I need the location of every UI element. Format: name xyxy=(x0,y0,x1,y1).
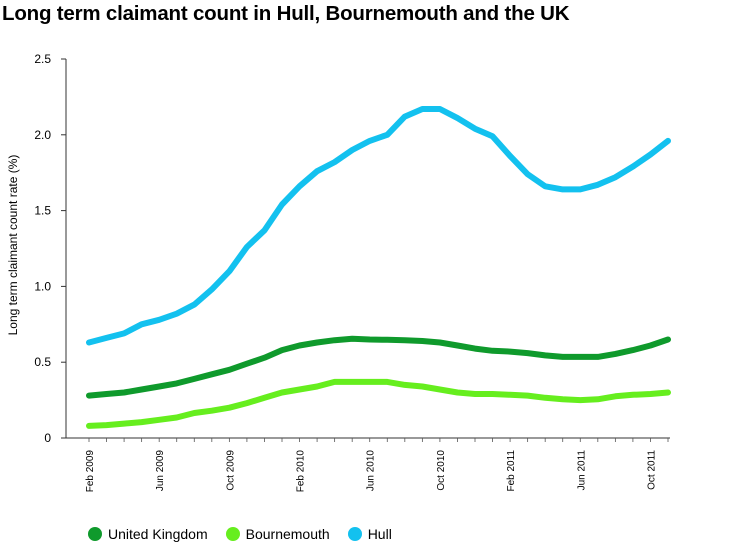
series-line-united-kingdom xyxy=(86,335,671,399)
legend-item-united-kingdom: United Kingdom xyxy=(88,526,208,542)
legend-swatch xyxy=(347,527,362,541)
x-tick-label: Oct 2009 xyxy=(225,450,236,491)
y-axis-label: Long term claimant count rate (%) xyxy=(6,155,20,336)
legend-swatch xyxy=(225,527,240,541)
x-tick-label: Feb 2010 xyxy=(296,450,307,493)
x-tick-label: Oct 2011 xyxy=(646,450,657,490)
x-tick-label: Jun 2011 xyxy=(576,450,587,491)
y-tick-label: 2.5 xyxy=(34,52,51,66)
legend-item-hull: Hull xyxy=(347,526,392,542)
y-tick-label: 0.5 xyxy=(34,355,51,369)
x-tick-label: Oct 2010 xyxy=(436,450,447,491)
x-tick-label: Feb 2009 xyxy=(85,450,96,493)
series-line-bournemouth xyxy=(86,378,671,429)
x-tick-label: Feb 2011 xyxy=(506,450,517,492)
legend: United Kingdom Bournemouth Hull xyxy=(88,526,410,542)
series-lines xyxy=(86,106,671,429)
y-tick-label: 1.5 xyxy=(34,204,51,218)
legend-item-bournemouth: Bournemouth xyxy=(225,526,330,542)
y-ticks: 0 0.5 1.0 1.5 2.0 2.5 xyxy=(34,52,66,445)
series-line-hull xyxy=(86,106,671,346)
chart-title: Long term claimant count in Hull, Bourne… xyxy=(2,2,570,25)
legend-swatch xyxy=(88,527,102,541)
legend-label: Bournemouth xyxy=(245,526,330,542)
x-tick-label: Jun 2010 xyxy=(366,450,377,492)
x-tick-label: Jun 2009 xyxy=(155,450,166,492)
legend-label: United Kingdom xyxy=(108,526,208,542)
y-tick-label: 1.0 xyxy=(34,279,51,293)
legend-label: Hull xyxy=(367,526,392,542)
x-ticks: Feb 2009 Jun 2009 Oct 2009 Feb 2010 Jun 2010… xyxy=(85,438,669,493)
y-tick-label: 2.0 xyxy=(34,128,51,142)
y-tick-label: 0 xyxy=(44,431,51,445)
